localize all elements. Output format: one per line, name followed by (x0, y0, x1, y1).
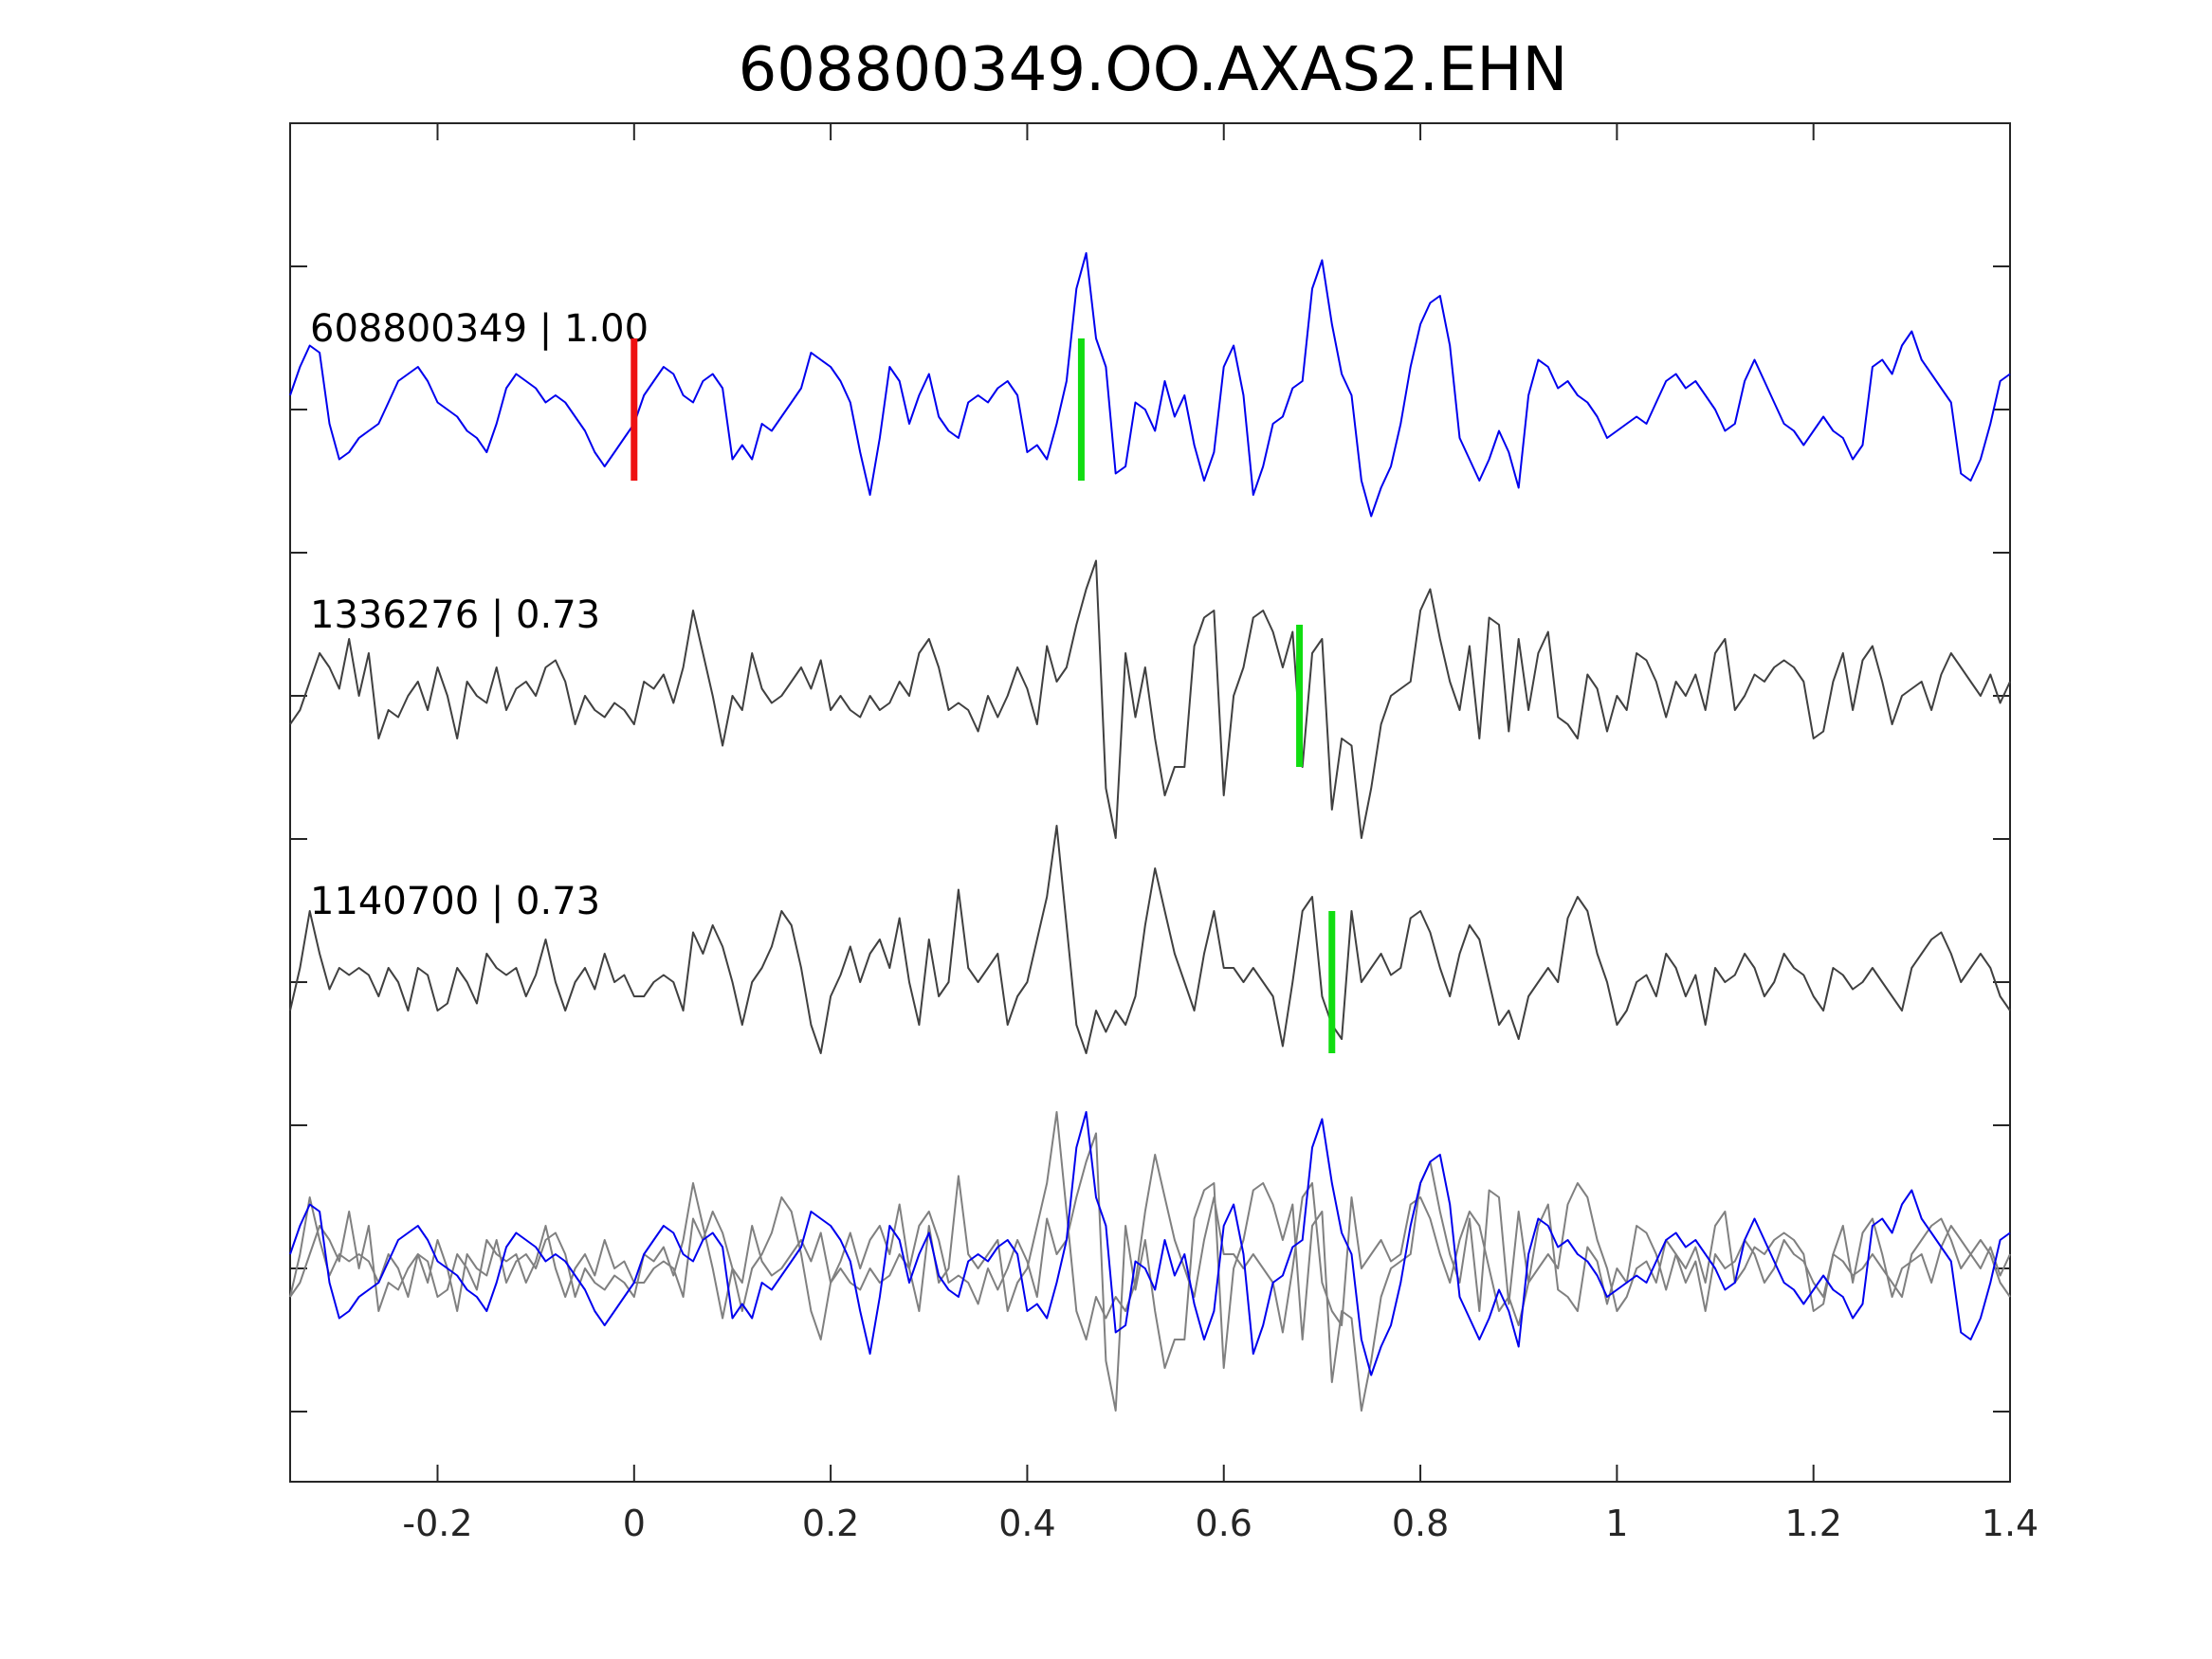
trace-2-line (289, 559, 2011, 839)
x-tick-label: 1 (1605, 1503, 1628, 1544)
overlay-template-1-line (289, 1132, 2011, 1412)
plot-layer (289, 122, 2011, 1483)
trace-label-1: 608800349 | 1.00 (310, 307, 649, 351)
x-tick-label: 0.6 (1196, 1503, 1252, 1544)
x-tick-label: -0.2 (402, 1503, 472, 1544)
overlay-template-2-line (289, 1111, 2011, 1340)
trace-3-line (289, 825, 2011, 1054)
chart-title: 608800349.OO.AXAS2.EHN (739, 35, 1568, 105)
x-tick-label: 0 (623, 1503, 646, 1544)
x-tick-label: 1.2 (1784, 1503, 1841, 1544)
trace-label-2: 1336276 | 0.73 (310, 593, 600, 637)
x-tick-label: 0.2 (802, 1503, 859, 1544)
trace-label-3: 1140700 | 0.73 (310, 880, 600, 923)
overlay-primary-line (289, 1111, 2011, 1376)
x-tick-label: 1.4 (1982, 1503, 2038, 1544)
trace-labels: 608800349 | 1.00 1336276 | 0.73 1140700 … (310, 307, 649, 923)
x-tick-label: 0.4 (998, 1503, 1055, 1544)
x-tick-labels: -0.2 0 0.2 0.4 0.6 0.8 1 1.2 1.4 (402, 1503, 2038, 1544)
x-tick-label: 0.8 (1392, 1503, 1449, 1544)
trace-1-line (289, 252, 2011, 518)
axes-frame (289, 122, 2011, 1483)
